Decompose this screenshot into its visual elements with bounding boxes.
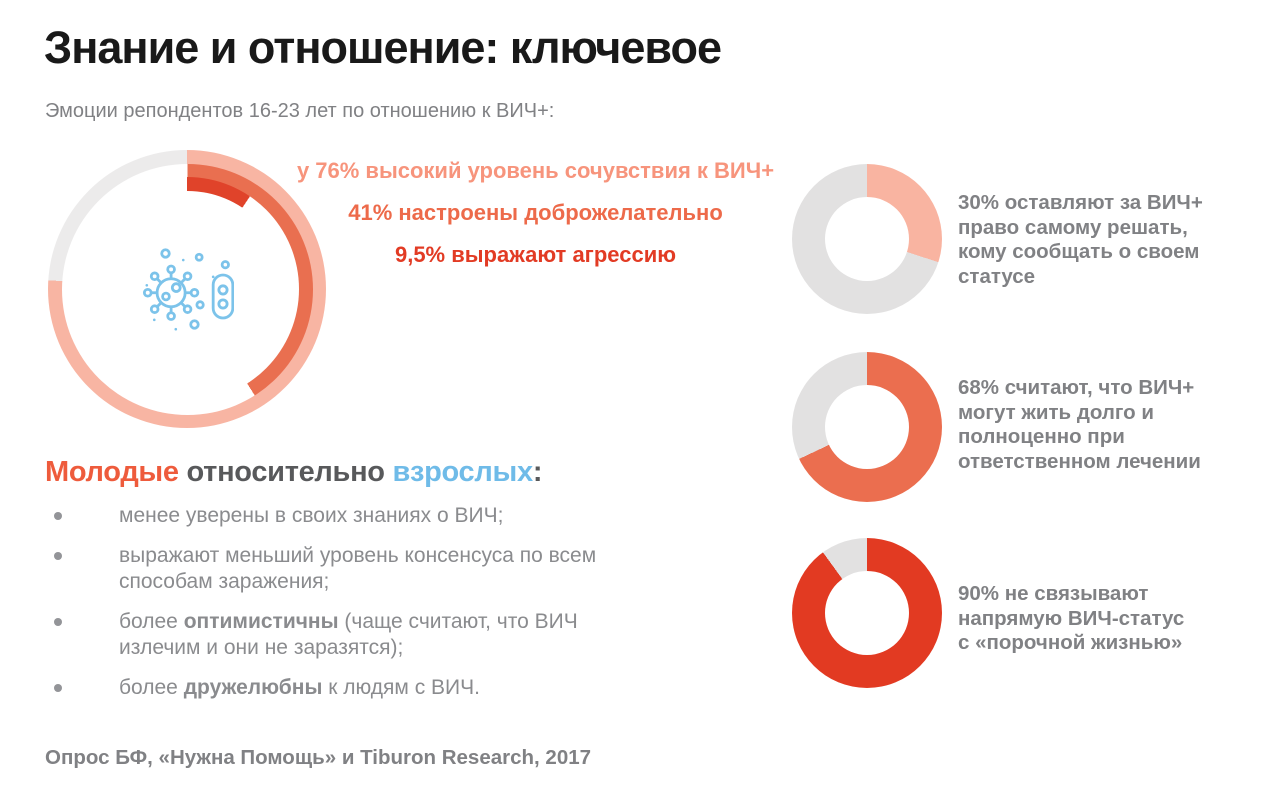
emotions-donut-hole — [88, 190, 286, 388]
stat-donut-hole — [825, 385, 909, 469]
stat-donut-hole — [825, 571, 909, 655]
stat-caption-90: 90% не связывают напрямую ВИЧ-статус с «… — [958, 582, 1185, 654]
heading-word-relative: относительно — [178, 456, 393, 488]
stat-donut-hole — [825, 197, 909, 281]
stat-caption-30: 30% оставляют за ВИЧ+ право самому решат… — [958, 191, 1203, 288]
legend-line-sympathy: у 76% высокий уровень сочувствия к ВИЧ+ — [296, 158, 775, 183]
bullet-text: менее уверены в своих знаниях о ВИЧ; — [119, 504, 504, 527]
list-item: выражают меньший уровень консенсуса по в… — [45, 543, 645, 595]
list-item: менее уверены в своих знаниях о ВИЧ; — [45, 503, 645, 529]
heading-word-adults: взрослых — [392, 456, 533, 488]
stat-donut-90 — [792, 538, 942, 688]
comparison-heading: Молодые относительно взрослых: — [45, 456, 542, 489]
bullet-dot — [54, 618, 62, 626]
list-item: более дружелюбны к людям с ВИЧ. — [45, 675, 645, 701]
bullet-text: более оптимистичны (чаще считают, что ВИ… — [119, 610, 578, 659]
page-title: Знание и отношение: ключевое — [44, 22, 722, 73]
legend-line-friendly: 41% настроены доброжелательно — [348, 200, 723, 225]
bullet-text: выражают меньший уровень консенсуса по в… — [119, 544, 597, 593]
emotions-donut-ring-middle — [61, 163, 313, 415]
list-item: более оптимистичны (чаще считают, что ВИ… — [45, 609, 645, 661]
stat-donut-30 — [792, 164, 942, 314]
emotions-legend: у 76% высокий уровень сочувствия к ВИЧ+ … — [293, 157, 778, 283]
virus-and-pill-icon — [142, 248, 234, 331]
heading-word-young: Молодые — [45, 456, 179, 488]
bullet-dot — [54, 512, 62, 520]
page-subtitle: Эмоции репондентов 16-23 лет по отношени… — [45, 100, 555, 122]
heading-colon: : — [532, 456, 543, 488]
bullet-text: более дружелюбны к людям с ВИЧ. — [119, 676, 480, 699]
emotions-donut-chart — [48, 150, 326, 428]
stat-caption-68: 68% считают, что ВИЧ+ могут жить долго и… — [958, 376, 1201, 473]
stat-donut-68 — [792, 352, 942, 502]
bullet-dot — [54, 684, 62, 692]
comparison-list: менее уверены в своих знаниях о ВИЧ; выр… — [45, 503, 645, 715]
source-note: Опрос БФ, «Нужна Помощь» и Tiburon Resea… — [45, 746, 592, 769]
bullet-dot — [54, 552, 62, 560]
legend-line-aggression: 9,5% выражают агрессию — [394, 242, 677, 267]
emotions-donut-ring-inner — [75, 177, 299, 401]
